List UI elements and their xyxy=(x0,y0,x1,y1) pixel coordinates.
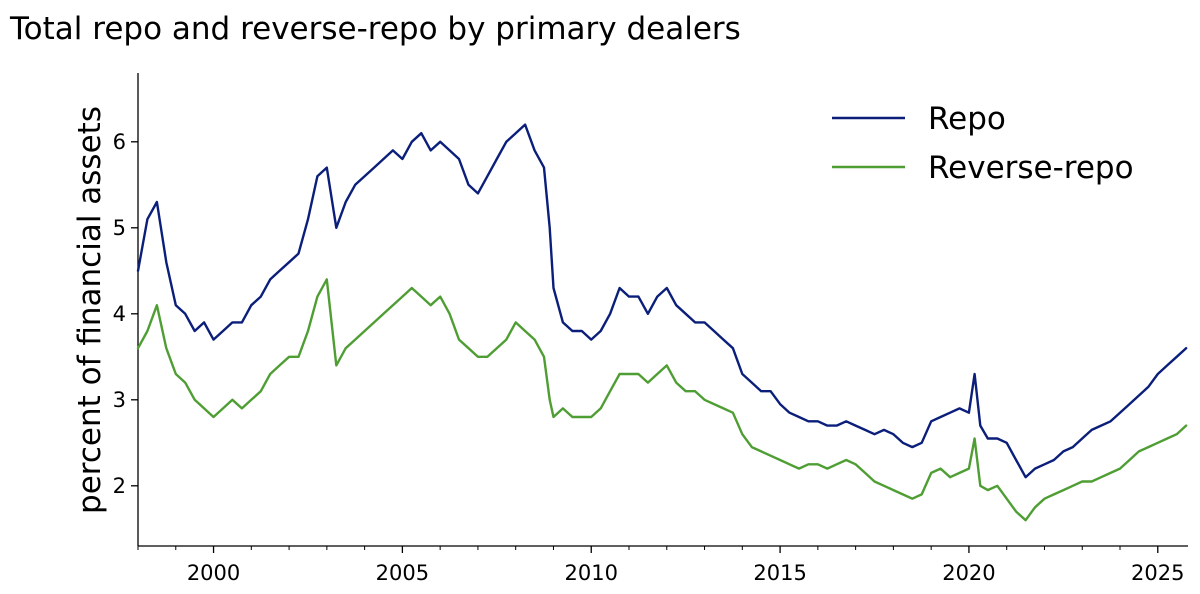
y-tick-label: 2 xyxy=(113,474,126,498)
chart-title: Total repo and reverse-repo by primary d… xyxy=(9,11,741,47)
y-tick-label: 3 xyxy=(113,388,126,412)
y-axis-label: percent of financial assets xyxy=(72,106,108,514)
x-tick-label: 2005 xyxy=(376,561,429,585)
y-axis-ticks: 2 3 4 5 6 xyxy=(113,130,138,498)
series-layer xyxy=(136,123,1188,522)
series-line-reverse-repo xyxy=(136,278,1188,522)
x-tick-label: 2000 xyxy=(187,561,240,585)
legend-label-reverse-repo: Reverse-repo xyxy=(928,150,1134,186)
y-tick-label: 4 xyxy=(113,302,126,326)
legend: Repo Reverse-repo xyxy=(832,101,1134,186)
x-tick-label: 2020 xyxy=(942,561,995,585)
x-tick-label: 2015 xyxy=(753,561,806,585)
y-tick-label: 6 xyxy=(113,130,126,154)
x-tick-label: 2025 xyxy=(1131,561,1184,585)
x-axis-ticks: 2000 2005 2010 2015 2020 2025 xyxy=(137,546,1185,585)
legend-label-repo: Repo xyxy=(928,101,1006,137)
y-tick-label: 5 xyxy=(113,216,126,240)
x-tick-label: 2010 xyxy=(565,561,618,585)
series-line-repo xyxy=(136,123,1188,479)
